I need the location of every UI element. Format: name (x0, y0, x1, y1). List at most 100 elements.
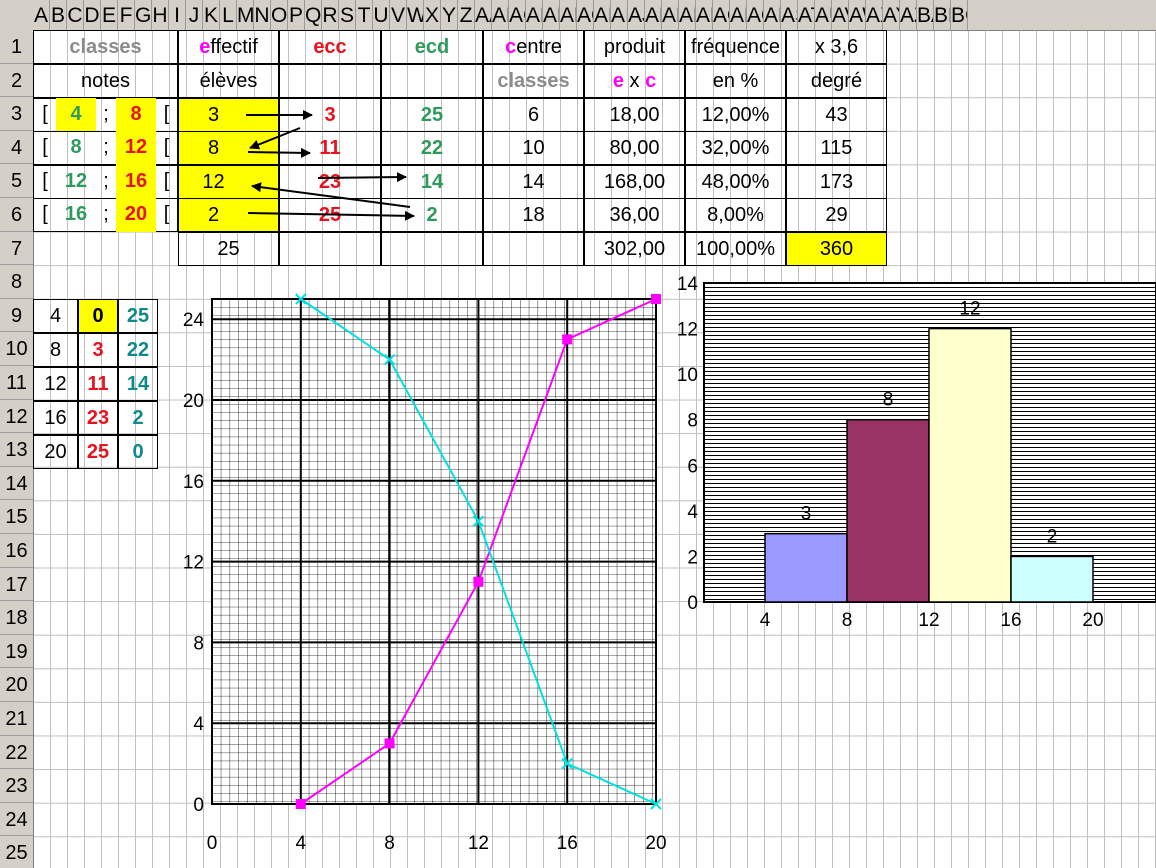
column-header[interactable]: T (356, 0, 373, 30)
column-header[interactable]: I (169, 0, 186, 30)
row-header[interactable]: 20 (0, 668, 33, 702)
column-header[interactable]: AB (492, 0, 509, 30)
class-low[interactable]: 12 (64, 170, 88, 192)
cumulative-cell[interactable]: 23 (78, 401, 118, 435)
bracket-open[interactable]: [ (42, 203, 48, 225)
header-centre[interactable]: centre (483, 30, 584, 64)
column-header[interactable]: U (373, 0, 390, 30)
column-header[interactable]: L (220, 0, 237, 30)
header-degre[interactable]: degré (786, 64, 887, 98)
row-header[interactable]: 3 (0, 97, 33, 131)
column-header[interactable]: AC (509, 0, 526, 30)
class-high[interactable]: 12 (116, 131, 156, 165)
header-e-x-c[interactable]: e x c (584, 64, 685, 98)
bracket-open[interactable]: [ (42, 136, 48, 158)
header-produit[interactable]: produit (584, 30, 685, 64)
total-produit[interactable]: 302,00 (584, 232, 685, 266)
classes-cell[interactable] (33, 131, 178, 165)
row-header[interactable]: 25 (0, 836, 33, 868)
cumulative-line-chart[interactable]: 0 4 8 12 16 20 0 4 8 12 16 20 24 (160, 282, 680, 862)
total-ecc-empty[interactable] (279, 232, 381, 266)
row-header[interactable]: 17 (0, 568, 33, 602)
effectif-cell[interactable]: 8 (178, 131, 279, 165)
header-ecc[interactable]: ecc (279, 30, 381, 64)
header-frequence[interactable]: fréquence (685, 30, 786, 64)
effectif-cell[interactable]: 2 (178, 198, 279, 232)
column-header[interactable]: N (254, 0, 271, 30)
column-header[interactable]: AE (543, 0, 560, 30)
column-header[interactable]: K (203, 0, 220, 30)
column-header[interactable]: W (407, 0, 424, 30)
column-header[interactable]: BA (917, 0, 934, 30)
cumulative-cell[interactable]: 25 (118, 299, 158, 333)
total-frequence[interactable]: 100,00% (685, 232, 786, 266)
column-header[interactable]: O (271, 0, 288, 30)
row-header[interactable]: 18 (0, 601, 33, 635)
cumulative-cell[interactable]: 0 (78, 299, 118, 333)
cumulative-cell[interactable]: 20 (33, 435, 78, 469)
bracket-open-right[interactable]: [ (163, 103, 170, 125)
class-high[interactable]: 20 (116, 198, 156, 232)
header-eleves[interactable]: élèves (178, 64, 279, 98)
column-header[interactable]: F (118, 0, 135, 30)
row-header[interactable]: 21 (0, 702, 33, 736)
class-low[interactable]: 8 (70, 136, 82, 158)
classes-cell[interactable] (33, 198, 178, 232)
column-header[interactable]: AH (594, 0, 611, 30)
row-header[interactable]: 14 (0, 467, 33, 501)
produit-cell[interactable]: 36,00 (584, 198, 685, 232)
semicolon[interactable]: ; (103, 170, 109, 192)
cumulative-cell[interactable]: 25 (78, 435, 118, 469)
column-header[interactable]: AD (526, 0, 543, 30)
column-header[interactable]: AR (764, 0, 781, 30)
cumulative-cell[interactable]: 16 (33, 401, 78, 435)
column-header[interactable]: AA (475, 0, 492, 30)
column-header[interactable]: J (186, 0, 203, 30)
total-ecd-empty[interactable] (381, 232, 483, 266)
row-header[interactable]: 15 (0, 500, 33, 534)
total-centre-empty[interactable] (483, 232, 584, 266)
header-ecd[interactable]: ecd (381, 30, 483, 64)
cumulative-cell[interactable]: 22 (118, 333, 158, 367)
column-header[interactable]: AN (696, 0, 713, 30)
cumulative-cell[interactable]: 3 (78, 333, 118, 367)
row-header[interactable]: 23 (0, 769, 33, 803)
bracket-open[interactable]: [ (42, 103, 48, 125)
column-header[interactable]: AX (866, 0, 883, 30)
column-header[interactable]: AZ (900, 0, 917, 30)
row-header[interactable]: 13 (0, 433, 33, 467)
produit-cell[interactable]: 80,00 (584, 131, 685, 165)
cumulative-cell[interactable]: 11 (78, 367, 118, 401)
header-ecd-empty[interactable] (381, 64, 483, 98)
column-header[interactable]: AM (679, 0, 696, 30)
row-header[interactable]: 5 (0, 164, 33, 198)
column-header[interactable]: P (288, 0, 305, 30)
row-header[interactable]: 6 (0, 198, 33, 232)
column-header[interactable]: V (390, 0, 407, 30)
column-header[interactable]: G (135, 0, 152, 30)
column-header[interactable]: AJ (628, 0, 645, 30)
column-header[interactable]: X (424, 0, 441, 30)
header-x36[interactable]: x 3,6 (786, 30, 887, 64)
frequence-cell[interactable]: 32,00% (685, 131, 786, 165)
cumulative-cell[interactable]: 2 (118, 401, 158, 435)
histogram-bar-chart[interactable]: 3 8 12 2 4 8 12 16 20 0 2 4 6 8 10 12 14 (660, 272, 1156, 634)
column-header[interactable]: AS (781, 0, 798, 30)
bracket-open-right[interactable]: [ (163, 170, 170, 192)
semicolon[interactable]: ; (103, 103, 109, 125)
column-header[interactable]: AI (611, 0, 628, 30)
centre-cell[interactable]: 18 (483, 198, 584, 232)
bracket-open[interactable]: [ (42, 170, 48, 192)
row-header[interactable]: 24 (0, 803, 33, 837)
column-header[interactable]: AK (645, 0, 662, 30)
column-header[interactable]: E (101, 0, 118, 30)
column-header[interactable]: AW (849, 0, 866, 30)
column-header[interactable]: A (33, 0, 50, 30)
column-header[interactable]: AL (662, 0, 679, 30)
column-header[interactable]: B (50, 0, 67, 30)
column-header[interactable]: BC (951, 0, 968, 30)
column-header[interactable]: AG (577, 0, 594, 30)
column-header[interactable]: BB (934, 0, 951, 30)
class-low[interactable]: 4 (56, 98, 96, 132)
